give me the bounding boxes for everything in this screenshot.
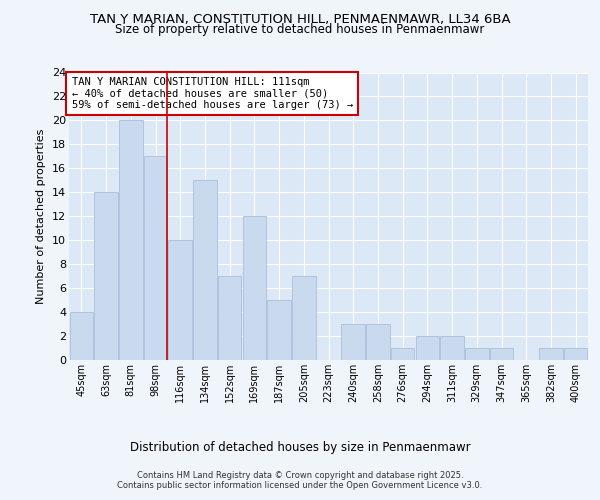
Y-axis label: Number of detached properties: Number of detached properties — [37, 128, 46, 304]
Bar — [440, 336, 464, 360]
Bar — [193, 180, 217, 360]
Bar — [144, 156, 167, 360]
Text: TAN Y MARIAN CONSTITUTION HILL: 111sqm
← 40% of detached houses are smaller (50): TAN Y MARIAN CONSTITUTION HILL: 111sqm ←… — [71, 77, 353, 110]
Bar — [564, 348, 587, 360]
Bar — [341, 324, 365, 360]
Bar — [465, 348, 488, 360]
Bar — [366, 324, 389, 360]
Text: Size of property relative to detached houses in Penmaenmawr: Size of property relative to detached ho… — [115, 22, 485, 36]
Bar — [490, 348, 513, 360]
Bar — [416, 336, 439, 360]
Bar — [242, 216, 266, 360]
Bar — [268, 300, 291, 360]
Bar — [391, 348, 415, 360]
Text: TAN Y MARIAN, CONSTITUTION HILL, PENMAENMAWR, LL34 6BA: TAN Y MARIAN, CONSTITUTION HILL, PENMAEN… — [89, 12, 511, 26]
Bar — [94, 192, 118, 360]
Bar — [218, 276, 241, 360]
Bar — [70, 312, 93, 360]
Text: Distribution of detached houses by size in Penmaenmawr: Distribution of detached houses by size … — [130, 441, 470, 454]
Bar — [169, 240, 192, 360]
Bar — [119, 120, 143, 360]
Bar — [292, 276, 316, 360]
Text: Contains HM Land Registry data © Crown copyright and database right 2025.
Contai: Contains HM Land Registry data © Crown c… — [118, 470, 482, 490]
Bar — [539, 348, 563, 360]
